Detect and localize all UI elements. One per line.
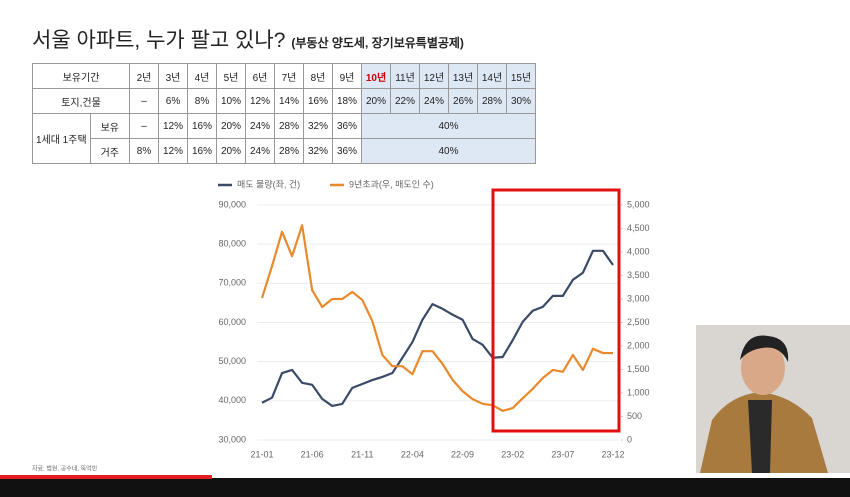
y2-tick-label: 2,000 xyxy=(627,340,650,350)
x-tick-label: 23-02 xyxy=(501,449,524,459)
legend-label: 매도 물량(좌, 건) xyxy=(237,178,300,189)
y-tick-label: 70,000 xyxy=(218,278,246,288)
legend-label: 9년초과(우, 매도인 수) xyxy=(349,179,434,189)
group-label: 1세대 1주택 xyxy=(32,113,91,164)
cell: 28% xyxy=(477,88,507,114)
video-bar xyxy=(0,478,850,497)
y-tick-label: 80,000 xyxy=(218,239,246,249)
y2-tick-label: 4,000 xyxy=(627,246,650,256)
highlight-box xyxy=(491,188,621,433)
cell: 16% xyxy=(187,138,217,164)
series-line xyxy=(260,224,613,412)
cell: 20% xyxy=(216,113,246,139)
slide-title: 서울 아파트, 누가 팔고 있나? xyxy=(32,29,286,52)
y2-tick-label: 1,000 xyxy=(627,387,650,397)
table-row: 토지,건물 –6% 8% 10% 12% 14% 16% 18% 20% 22% 24% 26% 28%… xyxy=(32,88,536,114)
cell: 32% xyxy=(303,138,333,164)
series-line xyxy=(261,249,614,408)
cell: 28% xyxy=(274,138,304,164)
cell: 8% xyxy=(129,138,159,164)
person-hair xyxy=(740,335,789,362)
y2-tick-label: 4,500 xyxy=(627,223,650,233)
y2-tick-label: 2,500 xyxy=(627,317,650,327)
cell: 40% xyxy=(361,138,536,164)
x-tick-label: 21-11 xyxy=(351,449,373,459)
cell: 32% xyxy=(303,113,333,139)
cell: 20% xyxy=(216,138,246,164)
webcam xyxy=(696,325,850,473)
x-tick-label: 22-09 xyxy=(451,449,474,459)
cell: 26% xyxy=(448,88,478,114)
y-tick-label: 60,000 xyxy=(218,317,246,327)
person-shirt xyxy=(748,400,772,473)
cell: – xyxy=(129,88,159,114)
progress-bar xyxy=(0,475,212,479)
cell: 40% xyxy=(361,113,536,139)
header-cell: 10년 xyxy=(361,63,391,89)
row-label: 거주 xyxy=(89,138,131,164)
source-note: 자료: 법원, 공수네, 뚝억빈 xyxy=(32,465,97,473)
table-row: 거주 8% 12% 16% 20% 24% 28% 32% 36% 40% xyxy=(33,138,536,164)
cell: 20% xyxy=(361,88,391,114)
y2-tick-label: 5,000 xyxy=(627,199,650,209)
header-cell: 14년 xyxy=(477,63,507,89)
cell: 6% xyxy=(158,88,188,114)
person-face xyxy=(741,341,785,395)
y-tick-label: 90,000 xyxy=(218,199,246,209)
table-row: 1세대 1주택 보유 –12% 16% 20% 24% 28% 32% 36% 40% xyxy=(32,113,536,164)
cell: 24% xyxy=(245,138,275,164)
y-tick-label: 40,000 xyxy=(218,395,246,405)
cell: 36% xyxy=(332,138,362,164)
header-cell: 6년 xyxy=(245,63,275,89)
y-tick-label: 30,000 xyxy=(218,434,246,444)
y2-tick-label: 0 xyxy=(627,434,632,444)
y2-tick-label: 500 xyxy=(627,411,642,421)
x-tick-label: 23-07 xyxy=(551,449,574,459)
x-tick-label: 21-06 xyxy=(301,449,324,459)
slide-subtitle: (부동산 양도세, 장기보유특별공제) xyxy=(291,36,464,50)
y2-tick-label: 3,500 xyxy=(627,270,650,280)
x-tick-label: 22-04 xyxy=(401,449,424,459)
tax-table: 보유기간 2년 3년 4년 5년 6년 7년 8년 9년 10년 11년 12년 13년 14년 15년 토지… xyxy=(32,63,536,164)
header-cell: 13년 xyxy=(448,63,478,89)
cell: 28% xyxy=(274,113,304,139)
y2-tick-label: 3,000 xyxy=(627,293,650,303)
y-tick-label: 50,000 xyxy=(218,356,246,366)
x-tick-label: 21-01 xyxy=(250,449,273,459)
x-tick-label: 23-12 xyxy=(601,449,624,459)
header-cell: 11년 xyxy=(390,63,420,89)
cell: 22% xyxy=(390,88,420,114)
title-block: 서울 아파트, 누가 팔고 있나? (부동산 양도세, 장기보유특별공제) xyxy=(32,24,464,54)
cell: 14% xyxy=(274,88,304,114)
y2-tick-label: 1,500 xyxy=(627,364,650,374)
row-label: 보유 xyxy=(89,113,131,139)
cell: 12% xyxy=(158,113,188,139)
